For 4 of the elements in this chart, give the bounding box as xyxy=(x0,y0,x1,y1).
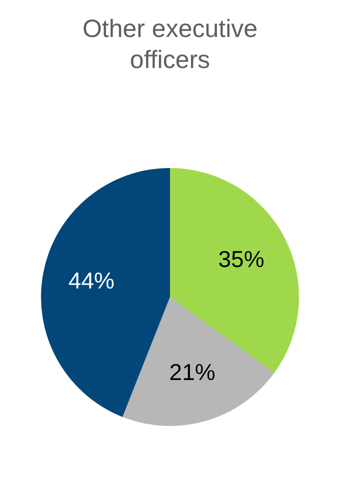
chart-title: Other executive officers xyxy=(81,14,259,76)
data-label: 44% xyxy=(68,267,114,294)
data-label: 35% xyxy=(218,246,264,272)
data-label: 21% xyxy=(169,359,216,386)
